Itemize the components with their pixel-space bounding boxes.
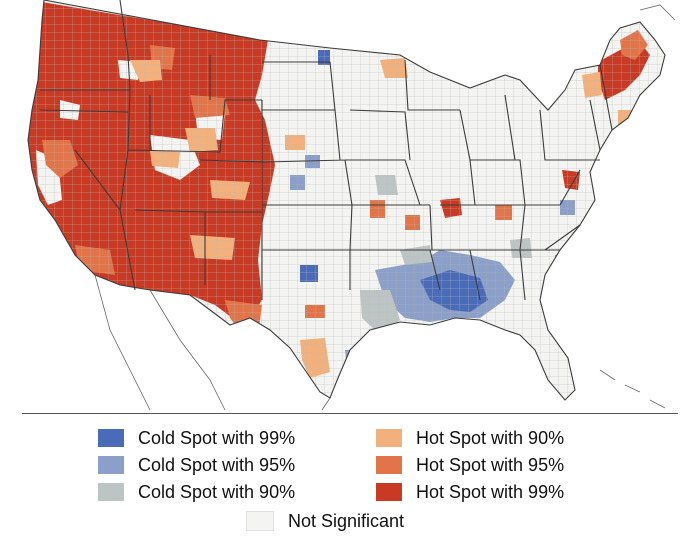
significance-regions <box>28 0 665 400</box>
legend-label: Hot Spot with 99% <box>416 481 565 502</box>
legend: Cold Spot with 99% Cold Spot with 95% Co… <box>22 413 678 542</box>
legend-item-not-significant: Not Significant <box>246 510 404 532</box>
neighbor-coastlines <box>94 4 676 411</box>
legend-swatch <box>98 483 124 501</box>
legend-item-cold-95: Cold Spot with 95% <box>98 454 295 476</box>
legend-label: Cold Spot with 90% <box>138 481 296 502</box>
legend-item-cold-99: Cold Spot with 99% <box>98 427 295 449</box>
legend-label: Cold Spot with 99% <box>138 427 296 448</box>
legend-swatch <box>376 429 402 447</box>
legend-label: Hot Spot with 90% <box>416 427 565 448</box>
legend-label: Hot Spot with 95% <box>416 454 565 475</box>
legend-swatch <box>98 456 124 474</box>
legend-swatch <box>376 483 402 501</box>
legend-swatch <box>376 456 402 474</box>
state-boundaries <box>27 0 666 401</box>
legend-item-hot-99: Hot Spot with 99% <box>376 481 564 503</box>
legend-swatch <box>246 511 274 531</box>
legend-item-hot-95: Hot Spot with 95% <box>376 454 564 476</box>
legend-label: Not Significant <box>288 510 405 531</box>
us-map <box>27 0 676 411</box>
legend-item-cold-90: Cold Spot with 90% <box>98 481 295 503</box>
legend-label: Cold Spot with 95% <box>138 454 296 475</box>
legend-swatch <box>98 429 124 447</box>
legend-item-hot-90: Hot Spot with 90% <box>376 427 564 449</box>
